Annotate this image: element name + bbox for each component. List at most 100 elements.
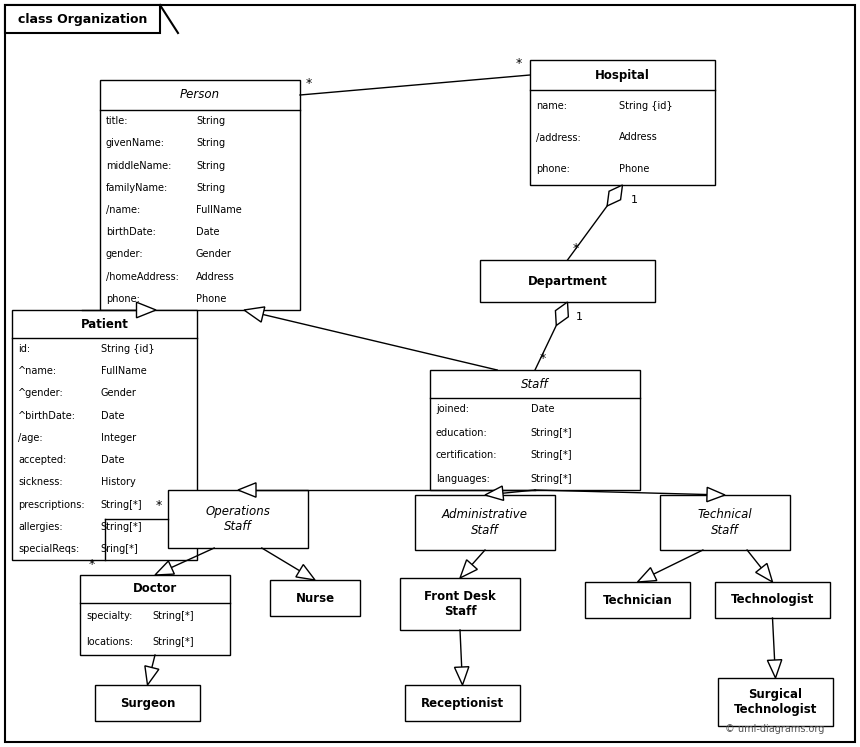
Text: String[*]: String[*] xyxy=(531,474,573,483)
Polygon shape xyxy=(485,486,504,500)
Text: *: * xyxy=(573,242,579,255)
Bar xyxy=(585,582,690,618)
Text: givenName:: givenName: xyxy=(106,138,165,149)
Text: phone:: phone: xyxy=(536,164,570,174)
Text: Date: Date xyxy=(101,411,125,421)
Text: Patient: Patient xyxy=(81,317,128,330)
Bar xyxy=(660,495,790,550)
Text: Administrative
Staff: Administrative Staff xyxy=(442,509,528,536)
Text: ^gender:: ^gender: xyxy=(18,388,64,398)
Bar xyxy=(270,580,360,616)
Text: ^birthDate:: ^birthDate: xyxy=(18,411,76,421)
Text: languages:: languages: xyxy=(436,474,490,483)
Text: phone:: phone: xyxy=(106,294,140,304)
Bar xyxy=(415,495,555,550)
Text: 1: 1 xyxy=(630,195,637,205)
Text: accepted:: accepted: xyxy=(18,455,66,465)
Polygon shape xyxy=(607,185,623,206)
Bar xyxy=(12,310,197,560)
Text: *: * xyxy=(306,77,312,90)
Text: Technical
Staff: Technical Staff xyxy=(697,509,752,536)
Text: Gender: Gender xyxy=(196,249,232,259)
Text: birthDate:: birthDate: xyxy=(106,227,156,238)
Text: Nurse: Nurse xyxy=(296,592,335,604)
Bar xyxy=(400,578,520,630)
Text: Technician: Technician xyxy=(603,594,673,607)
Polygon shape xyxy=(155,561,175,575)
Text: Address: Address xyxy=(196,272,235,282)
Text: String[*]: String[*] xyxy=(152,637,194,647)
Text: class Organization: class Organization xyxy=(18,13,147,25)
Text: String[*]: String[*] xyxy=(152,611,194,621)
Text: *: * xyxy=(89,558,95,571)
Text: middleName:: middleName: xyxy=(106,161,171,170)
Bar xyxy=(715,582,830,618)
Text: String[*]: String[*] xyxy=(531,450,573,460)
Text: /address:: /address: xyxy=(536,132,580,143)
Polygon shape xyxy=(454,666,469,685)
Text: FullName: FullName xyxy=(101,366,146,376)
Text: education:: education: xyxy=(436,427,488,438)
Polygon shape xyxy=(556,302,568,326)
Polygon shape xyxy=(244,307,265,322)
Text: /homeAddress:: /homeAddress: xyxy=(106,272,179,282)
Text: Department: Department xyxy=(528,274,607,288)
Bar xyxy=(530,60,715,185)
Text: Front Desk
Staff: Front Desk Staff xyxy=(424,590,496,618)
Text: *: * xyxy=(540,352,546,365)
Text: familyName:: familyName: xyxy=(106,183,169,193)
Text: String {id}: String {id} xyxy=(619,101,673,111)
Text: id:: id: xyxy=(18,344,30,354)
Text: name:: name: xyxy=(536,101,567,111)
Text: sickness:: sickness: xyxy=(18,477,63,487)
Text: *: * xyxy=(516,57,522,70)
Text: String[*]: String[*] xyxy=(101,521,143,532)
Text: FullName: FullName xyxy=(196,205,242,215)
Text: allergies:: allergies: xyxy=(18,521,63,532)
Text: Technologist: Technologist xyxy=(731,594,814,607)
Text: Person: Person xyxy=(180,88,220,102)
Text: gender:: gender: xyxy=(106,249,144,259)
Text: String: String xyxy=(196,183,225,193)
Text: prescriptions:: prescriptions: xyxy=(18,500,84,509)
Text: Surgeon: Surgeon xyxy=(120,696,175,710)
Polygon shape xyxy=(460,560,477,578)
Polygon shape xyxy=(637,568,657,582)
Polygon shape xyxy=(238,483,256,498)
Text: Receptionist: Receptionist xyxy=(421,696,504,710)
Text: Integer: Integer xyxy=(101,433,136,443)
Bar xyxy=(100,80,300,310)
Text: Date: Date xyxy=(531,404,555,415)
Text: String[*]: String[*] xyxy=(531,427,573,438)
Text: specialty:: specialty: xyxy=(86,611,132,621)
Bar xyxy=(430,370,640,490)
Bar xyxy=(480,260,655,302)
Text: Date: Date xyxy=(196,227,219,238)
Text: *: * xyxy=(156,499,163,512)
Bar xyxy=(95,685,200,721)
Text: /name:: /name: xyxy=(106,205,140,215)
Polygon shape xyxy=(144,666,159,685)
Text: String: String xyxy=(196,138,225,149)
Text: joined:: joined: xyxy=(436,404,469,415)
Bar xyxy=(80,575,230,655)
Text: Operations
Staff: Operations Staff xyxy=(206,505,270,533)
Text: certification:: certification: xyxy=(436,450,497,460)
Text: String: String xyxy=(196,116,225,126)
Text: Hospital: Hospital xyxy=(595,69,650,81)
Polygon shape xyxy=(767,660,782,678)
Bar xyxy=(5,5,160,33)
Text: Phone: Phone xyxy=(619,164,649,174)
Text: specialReqs:: specialReqs: xyxy=(18,544,79,554)
Text: title:: title: xyxy=(106,116,128,126)
Text: Staff: Staff xyxy=(521,377,549,391)
Bar xyxy=(405,685,520,721)
Text: Doctor: Doctor xyxy=(133,583,177,595)
Polygon shape xyxy=(137,303,156,317)
Text: String: String xyxy=(196,161,225,170)
Text: String[*]: String[*] xyxy=(101,500,143,509)
Text: History: History xyxy=(101,477,136,487)
Text: 1: 1 xyxy=(575,312,582,322)
Text: /age:: /age: xyxy=(18,433,43,443)
Text: Address: Address xyxy=(619,132,658,143)
